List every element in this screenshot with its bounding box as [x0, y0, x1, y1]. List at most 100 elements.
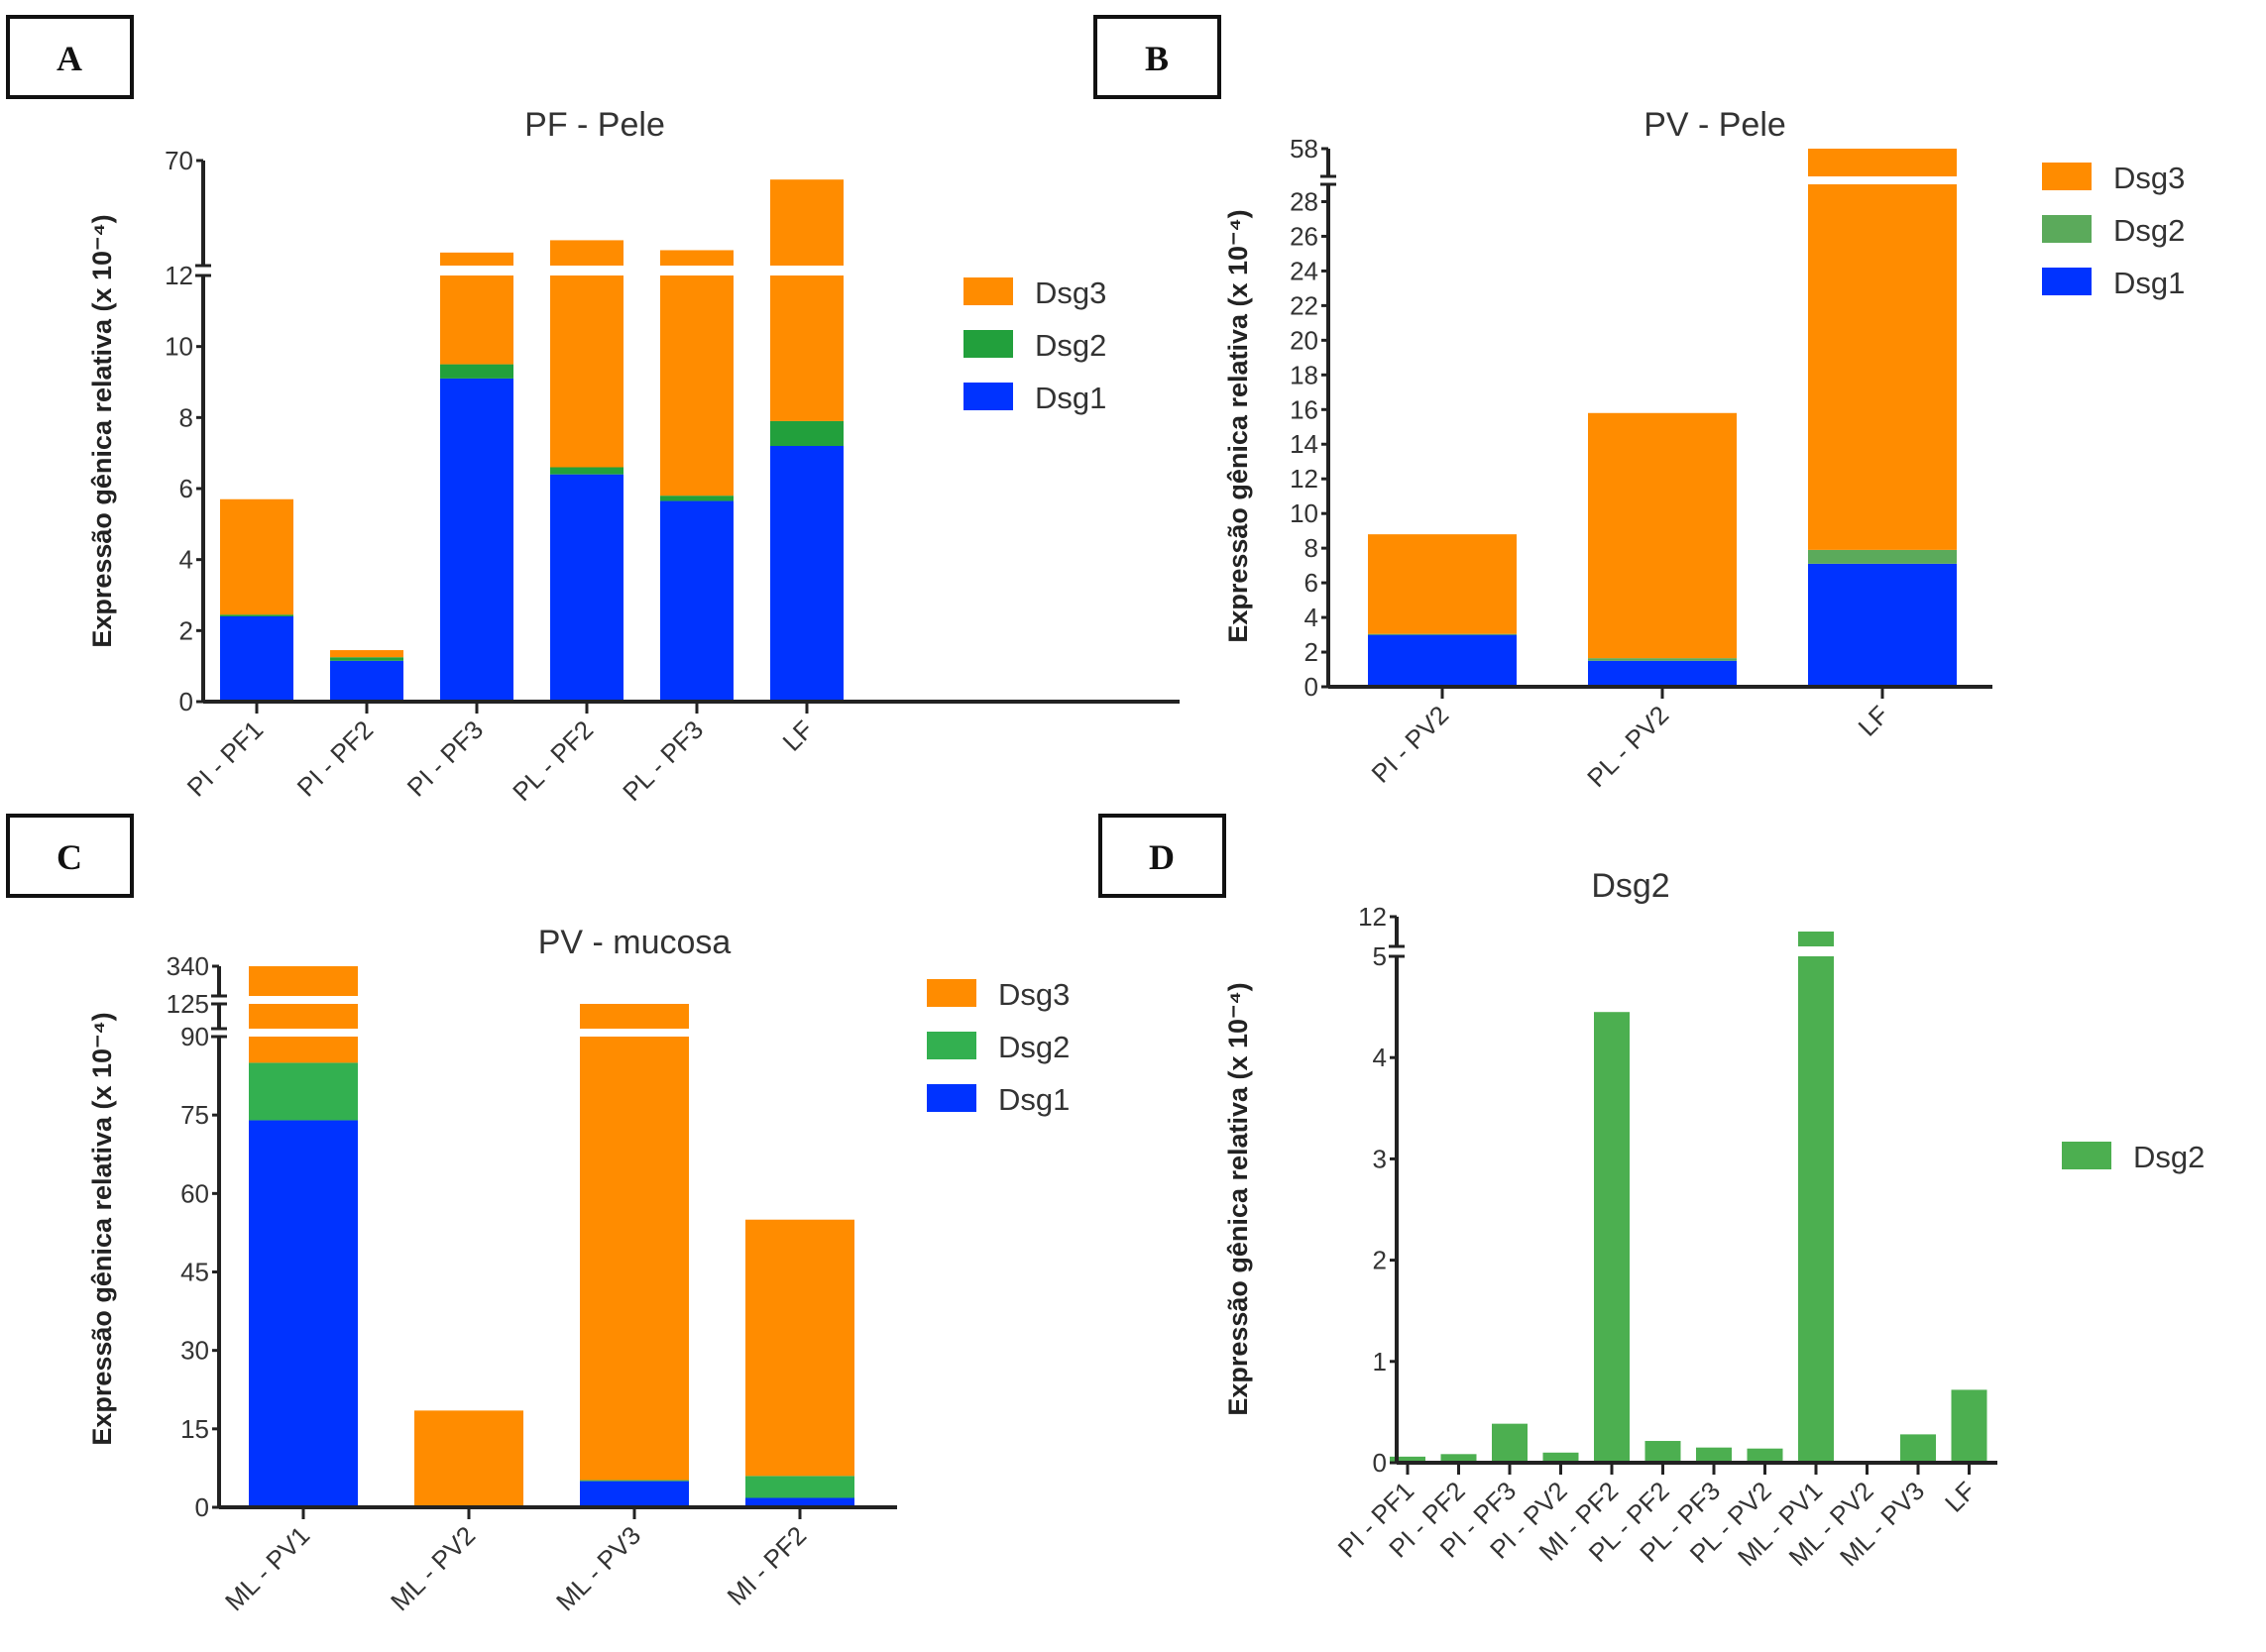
panel-d-title: Dsg2	[1591, 867, 1669, 905]
panel-b-y-tick-label: 26	[1290, 221, 1318, 251]
panel-c-bar-dsg3-2	[580, 1037, 689, 1481]
panel-a-bar-dsg3-5	[770, 275, 844, 421]
panel-c-x-tick-label: ML - PV3	[550, 1520, 646, 1616]
panel-d-y-tick-label: 4	[1373, 1043, 1387, 1072]
panel-a-bar-dsg3-5	[770, 179, 844, 266]
panel-a-bar-dsg3-4	[660, 275, 734, 496]
panel-b-y-tick-label: 8	[1304, 533, 1318, 563]
panel-d-y-tick-label: 2	[1373, 1246, 1387, 1275]
panel-b-bar-dsg3-2	[1808, 184, 1957, 550]
panel-b-legend-label-dsg2: Dsg2	[2113, 213, 2185, 248]
panel-a-y-tick-label: 2	[179, 615, 193, 645]
panel-c-bar-dsg2-0	[249, 1062, 358, 1121]
panel-c-bar-dsg3-2	[580, 1004, 689, 1029]
panel-b-x-tick-label: PL - PV2	[1581, 700, 1674, 793]
panel-b-legend-swatch-dsg1	[2042, 268, 2092, 295]
panel-a-legend-label-dsg1: Dsg1	[1035, 381, 1106, 415]
panel-b-bar-dsg2-0	[1368, 633, 1517, 635]
panel-d-y-tick-label: 5	[1373, 941, 1387, 971]
panel-a-y-axis-label: Expressão gênica relativa (x 10⁻⁴)	[87, 214, 117, 647]
panel-a-bar-dsg2-1	[330, 657, 403, 661]
panel-b-y-tick-label: 12	[1290, 464, 1318, 494]
panel-d-legend-swatch-dsg2	[2062, 1142, 2111, 1169]
panel-d-bar-dsg2-11	[1951, 1389, 1987, 1463]
panel-b-legend-swatch-dsg3	[2042, 163, 2092, 190]
panel-a-bar-dsg3-3	[550, 240, 623, 266]
panel-c-x-tick-label: ML - PV1	[219, 1520, 315, 1616]
panel-c-bar-dsg3-1	[414, 1410, 523, 1506]
panel-d-legend-label-dsg2: Dsg2	[2133, 1140, 2205, 1174]
panel-c-y-tick-label: 30	[180, 1336, 209, 1366]
panel-a-bar-dsg1-5	[770, 446, 844, 702]
chart-panel-a: PF - Pele Expressão gênica relativa (x 10…	[87, 106, 1180, 807]
panel-label-a-text: A	[57, 39, 82, 78]
panel-b-x-tick-label: PI - PV2	[1366, 700, 1455, 789]
panel-c-y-tick-label: 45	[180, 1258, 209, 1287]
panel-a-x-tick-label: PL - PF2	[507, 715, 599, 807]
panel-b-bar-dsg1-1	[1588, 660, 1737, 687]
panel-d-bar-dsg2-4	[1594, 1012, 1630, 1463]
panel-c-bar-dsg2-3	[745, 1476, 854, 1498]
panel-a-y-tick-label: 70	[165, 146, 193, 175]
panel-a-legend-label-dsg3: Dsg3	[1035, 275, 1106, 310]
panel-label-a: A	[6, 15, 134, 99]
panel-d-bar-dsg2-5	[1644, 1441, 1681, 1463]
panel-b-y-tick-label: 24	[1290, 256, 1318, 285]
panel-label-c-text: C	[57, 837, 82, 877]
panel-c-legend-label-dsg2: Dsg2	[998, 1030, 1070, 1064]
panel-b-y-tick-label: 6	[1304, 568, 1318, 598]
panel-a-legend-swatch-dsg1	[963, 383, 1013, 410]
panel-a-y-tick-label: 4	[179, 545, 193, 575]
panel-d-bar-dsg2-2	[1492, 1423, 1528, 1463]
panel-c-bar-dsg3-3	[745, 1219, 854, 1477]
panel-c-y-tick-label: 60	[180, 1178, 209, 1208]
panel-a-bar-dsg2-4	[660, 496, 734, 501]
chart-panel-c: PV - mucosa Expressão gênica relativa (x …	[87, 924, 1070, 1616]
panel-c-title: PV - mucosa	[538, 924, 732, 961]
panel-b-y-tick-label: 0	[1304, 672, 1318, 702]
panel-a-legend-label-dsg2: Dsg2	[1035, 328, 1106, 363]
chart-panel-d: Dsg2 Expressão gênica relativa (x 10⁻⁴) 0 1…	[1223, 867, 2205, 1572]
panel-a-bar-dsg1-2	[440, 378, 513, 702]
panel-a-x-tick-label: PL - PF3	[617, 715, 709, 807]
panel-a-y-tick-label: 6	[179, 474, 193, 503]
panel-b-y-tick-label: 20	[1290, 325, 1318, 355]
panel-a-bar-dsg3-0	[220, 498, 293, 615]
panel-c-y-tick-label: 125	[167, 989, 209, 1019]
panel-label-d-text: D	[1149, 837, 1175, 877]
panel-d-x-tick-label: LF	[1939, 1476, 1982, 1518]
panel-c-legend-label-dsg3: Dsg3	[998, 977, 1070, 1012]
panel-d-bar-dsg2-8	[1798, 956, 1834, 1463]
panel-b-x-tick-label: LF	[1853, 700, 1895, 742]
panel-b-y-tick-label: 2	[1304, 637, 1318, 667]
panel-b-y-tick-label: 14	[1290, 429, 1318, 459]
chart-panel-b: PV - Pele Expressão gênica relativa (x 10…	[1223, 106, 2185, 793]
panel-a-bar-dsg3-4	[660, 250, 734, 266]
panel-c-legend-swatch-dsg1	[927, 1084, 976, 1112]
panel-c-bar-dsg1-0	[249, 1120, 358, 1507]
panel-c-bar-dsg1-2	[580, 1481, 689, 1507]
panel-label-d: D	[1098, 814, 1226, 898]
panel-a-y-tick-label: 12	[165, 261, 193, 290]
panel-label-b-text: B	[1145, 39, 1169, 78]
panel-a-bar-dsg1-1	[330, 660, 403, 702]
panel-a-bar-dsg3-2	[440, 252, 513, 266]
panel-a-bar-dsg1-4	[660, 500, 734, 702]
panel-c-y-tick-label: 0	[195, 1492, 209, 1522]
panel-a-y-tick-label: 0	[179, 687, 193, 716]
panel-b-bar-dsg1-2	[1808, 563, 1957, 687]
panel-a-bar-dsg2-2	[440, 364, 513, 379]
panel-d-y-tick-label: 12	[1358, 902, 1387, 932]
panel-c-y-tick-label: 15	[180, 1414, 209, 1444]
panel-b-bar-dsg2-1	[1588, 658, 1737, 661]
panel-a-title: PF - Pele	[524, 106, 665, 144]
panel-d-bar-dsg2-8	[1798, 932, 1834, 946]
panel-c-legend-swatch-dsg3	[927, 979, 976, 1007]
panel-a-y-tick-label: 8	[179, 402, 193, 432]
panel-a-bar-dsg2-5	[770, 420, 844, 446]
panel-d-y-tick-label: 0	[1373, 1448, 1387, 1478]
panel-label-c: C	[6, 814, 134, 898]
panel-b-legend-swatch-dsg2	[2042, 215, 2092, 243]
panel-b-y-tick-label: 28	[1290, 186, 1318, 216]
panel-c-y-tick-label: 90	[180, 1022, 209, 1051]
